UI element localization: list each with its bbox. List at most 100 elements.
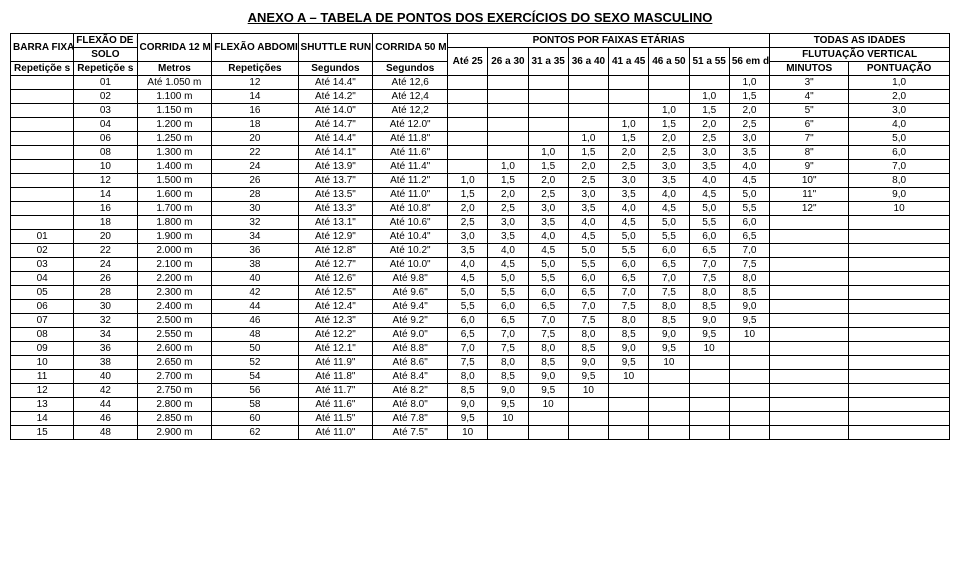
cell: 1,0 [729, 76, 769, 90]
cell: 4,5 [729, 174, 769, 188]
cell: 24 [74, 258, 137, 272]
cell: Até 8.2" [373, 384, 448, 398]
cell [11, 132, 74, 146]
hdr-minutos: MINUTOS [770, 62, 849, 76]
table-row: 02222.000 m36Até 12.8"Até 10.2"3,54,04,5… [11, 244, 950, 258]
cell [849, 342, 950, 356]
cell: Até 14.4" [298, 132, 373, 146]
cell: 10 [649, 356, 689, 370]
cell: 4,0 [448, 258, 488, 272]
cell: 3,5 [568, 202, 608, 216]
cell: Até 12.2" [298, 328, 373, 342]
cell [770, 258, 849, 272]
cell [11, 216, 74, 230]
cell [609, 104, 649, 118]
cell: 7,5 [609, 300, 649, 314]
cell: 13 [11, 398, 74, 412]
cell: 40 [74, 370, 137, 384]
table-row: 01201.900 m34Até 12.9"Até 10.4"3,03,54,0… [11, 230, 950, 244]
cell: 2.600 m [137, 342, 212, 356]
cell: Até 9.6" [373, 286, 448, 300]
table-row: 14462.850 m60Até 11.5"Até 7.8"9,510 [11, 412, 950, 426]
cell: 3,0 [689, 146, 729, 160]
cell: 8,5 [729, 286, 769, 300]
cell: 10 [568, 384, 608, 398]
cell: 2,0 [649, 132, 689, 146]
hdr-barra-fixa: BARRA FIXA [11, 34, 74, 62]
cell: 3,5 [528, 216, 568, 230]
cell: 5,0 [528, 258, 568, 272]
cell [689, 76, 729, 90]
cell: 3,0 [488, 216, 528, 230]
cell: 6,5 [649, 258, 689, 272]
cell: 6,5 [568, 286, 608, 300]
cell: 9,0 [528, 370, 568, 384]
cell [849, 426, 950, 440]
cell [729, 398, 769, 412]
cell: 7,0 [649, 272, 689, 286]
cell: 34 [74, 328, 137, 342]
cell: 2.700 m [137, 370, 212, 384]
cell: 3,0 [649, 160, 689, 174]
cell [770, 314, 849, 328]
cell: 8,0 [649, 300, 689, 314]
cell: 9,5 [729, 314, 769, 328]
cell: 14 [212, 90, 298, 104]
cell [609, 426, 649, 440]
cell [649, 76, 689, 90]
cell: 7,0 [729, 244, 769, 258]
table-row: 141.600 m28Até 13.5"Até 11.0"1,52,02,53,… [11, 188, 950, 202]
cell: 09 [11, 342, 74, 356]
cell [770, 300, 849, 314]
cell: 9,5 [488, 398, 528, 412]
cell: 1,0 [448, 174, 488, 188]
cell: 26 [74, 272, 137, 286]
cell: 26 [212, 174, 298, 188]
cell: 8,0 [609, 314, 649, 328]
cell: 9,5 [649, 342, 689, 356]
cell: 6,5 [448, 328, 488, 342]
cell: 56 [212, 384, 298, 398]
hdr-pontos-faixa: PONTOS POR FAIXAS ETÁRIAS [448, 34, 770, 48]
cell: Até 14.7" [298, 118, 373, 132]
cell: 06 [74, 132, 137, 146]
cell: 2,0 [729, 104, 769, 118]
cell: Até 11.6" [298, 398, 373, 412]
cell: 7,0 [568, 300, 608, 314]
cell: Até 11.0" [373, 188, 448, 202]
cell: 5,5 [729, 202, 769, 216]
cell [488, 118, 528, 132]
cell: 8,5 [568, 342, 608, 356]
cell: 2.200 m [137, 272, 212, 286]
cell [849, 314, 950, 328]
hdr-a51: 51 a 55 [689, 48, 729, 76]
cell [849, 398, 950, 412]
cell: 7,5 [448, 356, 488, 370]
cell: 9" [770, 160, 849, 174]
cell: 9,0 [448, 398, 488, 412]
cell: 5,0 [729, 188, 769, 202]
cell [11, 104, 74, 118]
cell [649, 370, 689, 384]
cell: 2,0 [689, 118, 729, 132]
cell: 2.400 m [137, 300, 212, 314]
cell: 3,5 [729, 146, 769, 160]
cell: 10 [528, 398, 568, 412]
cell: 3,0 [568, 188, 608, 202]
cell [729, 384, 769, 398]
cell: 6,5 [729, 230, 769, 244]
cell [770, 342, 849, 356]
hdr-solo: SOLO [74, 48, 137, 62]
cell: 9,5 [609, 356, 649, 370]
cell: 4,5 [568, 230, 608, 244]
cell: Até 11.0" [298, 426, 373, 440]
cell [770, 384, 849, 398]
table-row: 09362.600 m50Até 12.1"Até 8.8"7,07,58,08… [11, 342, 950, 356]
cell: 6,0 [448, 314, 488, 328]
cell: 9,5 [689, 328, 729, 342]
cell: 2,0 [528, 174, 568, 188]
cell [448, 90, 488, 104]
cell: 3,5 [448, 244, 488, 258]
cell: 4" [770, 90, 849, 104]
cell [448, 76, 488, 90]
